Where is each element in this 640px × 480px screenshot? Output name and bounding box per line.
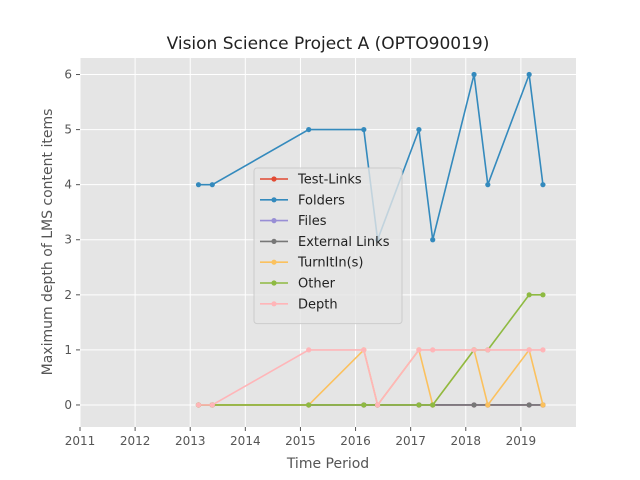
x-tick-label: 2019 bbox=[506, 434, 537, 448]
legend-item: Test-Links bbox=[260, 173, 362, 188]
chart-title: Vision Science Project A (OPTO90019) bbox=[167, 34, 490, 54]
data-point bbox=[195, 182, 202, 188]
data-point bbox=[485, 182, 491, 188]
data-point bbox=[540, 347, 546, 353]
legend-item: Other bbox=[260, 277, 336, 292]
data-point bbox=[485, 347, 491, 353]
legend-marker bbox=[271, 176, 277, 182]
legend-item: Folders bbox=[260, 193, 345, 208]
x-tick-label: 2011 bbox=[65, 434, 96, 448]
legend-marker bbox=[271, 197, 277, 203]
legend-marker bbox=[271, 280, 277, 286]
legend-item: TurnItIn(s) bbox=[260, 256, 363, 271]
series-1 bbox=[195, 71, 546, 243]
data-point bbox=[471, 71, 477, 78]
y-tick-label: 6 bbox=[64, 68, 72, 82]
legend-item: External Links bbox=[260, 235, 390, 250]
data-point bbox=[416, 402, 422, 408]
legend-label: Test-Links bbox=[297, 173, 362, 188]
data-point bbox=[375, 402, 381, 408]
data-point bbox=[540, 182, 546, 188]
data-point bbox=[361, 402, 367, 408]
y-axis-label: Maximum depth of LMS content items bbox=[40, 109, 56, 376]
data-point bbox=[540, 402, 546, 408]
x-axis: 2011 2012 2013 2014 2015 2016 2017 2018 2019 bbox=[65, 427, 536, 448]
legend-box bbox=[253, 167, 403, 325]
y-tick-label: 5 bbox=[64, 123, 72, 137]
data-point bbox=[361, 347, 367, 353]
x-tick-label: 2014 bbox=[230, 434, 261, 448]
legend-label: External Links bbox=[298, 235, 390, 250]
legend-marker bbox=[271, 259, 277, 265]
data-point bbox=[430, 347, 436, 353]
data-point bbox=[361, 126, 367, 133]
legend-marker bbox=[271, 301, 277, 307]
y-tick-label: 1 bbox=[64, 343, 72, 357]
y-tick-label: 4 bbox=[64, 178, 72, 192]
data-point bbox=[306, 402, 312, 408]
x-axis-label: Time Period bbox=[286, 456, 369, 472]
x-tick-label: 2013 bbox=[175, 434, 206, 448]
data-point bbox=[485, 402, 491, 408]
legend-marker bbox=[271, 238, 277, 244]
x-tick-label: 2015 bbox=[285, 434, 316, 448]
data-point bbox=[526, 402, 532, 408]
data-point bbox=[209, 402, 215, 408]
data-point bbox=[430, 402, 436, 408]
legend-label: Other bbox=[298, 277, 336, 292]
data-point bbox=[306, 347, 312, 353]
data-point bbox=[526, 347, 532, 353]
legend-item: Files bbox=[260, 214, 327, 229]
data-point bbox=[416, 126, 422, 133]
x-tick-label: 2017 bbox=[395, 434, 426, 448]
data-point bbox=[540, 292, 546, 298]
data-point bbox=[471, 402, 477, 408]
legend: Test-Links Folders Files External Links Turn… bbox=[253, 167, 403, 325]
x-tick-label: 2016 bbox=[340, 434, 371, 448]
series-lines bbox=[195, 71, 546, 408]
data-point bbox=[430, 237, 436, 243]
data-point bbox=[195, 402, 202, 408]
legend-label: Files bbox=[298, 214, 327, 229]
y-tick-label: 3 bbox=[64, 233, 72, 247]
data-point bbox=[209, 182, 215, 188]
x-tick-label: 2012 bbox=[120, 434, 151, 448]
y-tick-label: 2 bbox=[64, 288, 72, 302]
data-point bbox=[416, 347, 422, 353]
data-point bbox=[526, 71, 532, 78]
data-point bbox=[471, 347, 477, 353]
legend-item: Depth bbox=[260, 297, 338, 312]
y-axis: 0 1 2 3 4 5 6 bbox=[64, 68, 80, 412]
x-tick-label: 2018 bbox=[451, 434, 482, 448]
y-tick-label: 0 bbox=[64, 398, 72, 412]
legend-marker bbox=[271, 218, 277, 224]
legend-label: Folders bbox=[298, 193, 345, 208]
legend-label: TurnItIn(s) bbox=[297, 256, 363, 271]
data-point bbox=[306, 126, 312, 133]
data-point bbox=[526, 292, 532, 298]
series-6 bbox=[195, 347, 546, 408]
legend-label: Depth bbox=[298, 297, 338, 312]
